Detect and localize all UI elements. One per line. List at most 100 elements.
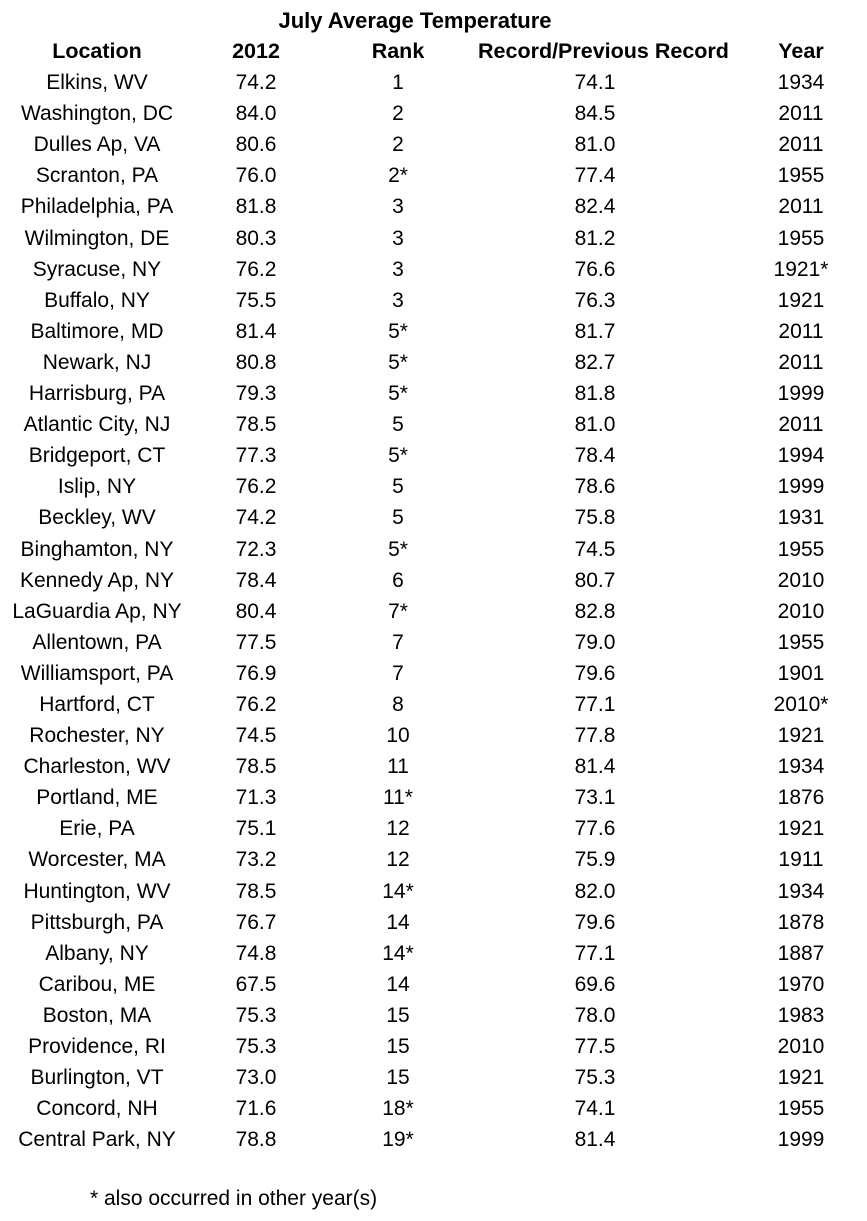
cell-record: 82.0 xyxy=(574,879,616,903)
cell-location: Allentown, PA xyxy=(32,630,162,654)
cell-year: 1887 xyxy=(777,941,825,965)
cell-record: 84.5 xyxy=(574,102,616,126)
table-row: Islip, NY 76.2 5 78.6 1999 xyxy=(0,471,867,502)
cell-location: Buffalo, NY xyxy=(44,288,150,312)
cell-rank: 5* xyxy=(388,444,408,468)
cell-rank: 2 xyxy=(392,102,404,126)
cell-2012: 75.3 xyxy=(235,1003,277,1027)
cell-2012: 75.1 xyxy=(235,817,277,841)
cell-year: 1911 xyxy=(778,848,824,872)
cell-year: 1934 xyxy=(777,71,825,95)
table-row: Washington, DC 84.0 2 84.5 2011 xyxy=(0,98,867,129)
cell-rank: 14* xyxy=(382,941,414,965)
cell-location: Rochester, NY xyxy=(29,724,165,748)
cell-record: 82.8 xyxy=(574,599,616,623)
cell-year: 1921* xyxy=(773,257,829,281)
cell-location: Washington, DC xyxy=(20,102,174,126)
cell-location: Albany, NY xyxy=(45,941,149,965)
cell-year: 2010 xyxy=(777,599,825,623)
cell-location: Harrisburg, PA xyxy=(28,382,166,406)
cell-location: Islip, NY xyxy=(57,475,137,499)
cell-year: 1999 xyxy=(777,475,825,499)
cell-year: 1955 xyxy=(777,537,825,561)
cell-2012: 78.5 xyxy=(235,879,277,903)
cell-location: Hartford, CT xyxy=(39,692,155,716)
cell-rank: 6 xyxy=(392,568,404,592)
table-row: Erie, PA 75.1 12 77.6 1921 xyxy=(0,813,867,844)
cell-record: 81.7 xyxy=(574,319,616,343)
cell-rank: 8 xyxy=(392,692,404,716)
cell-rank: 3 xyxy=(392,257,404,281)
table-row: Hartford, CT 76.2 8 77.1 2010* xyxy=(0,689,867,720)
cell-2012: 80.3 xyxy=(235,226,277,250)
cell-2012: 81.4 xyxy=(235,319,277,343)
cell-record: 82.7 xyxy=(574,350,616,374)
cell-record: 74.1 xyxy=(574,1097,616,1121)
col-header-location: Location xyxy=(52,39,142,63)
cell-rank: 10 xyxy=(386,724,410,748)
cell-location: Baltimore, MD xyxy=(30,319,164,343)
cell-year: 1983 xyxy=(777,1003,825,1027)
cell-rank: 14 xyxy=(386,910,410,934)
cell-record: 81.8 xyxy=(574,382,616,406)
cell-2012: 76.2 xyxy=(235,475,277,499)
cell-location: Charleston, WV xyxy=(23,755,171,779)
footnote: * also occurred in other year(s) xyxy=(90,1187,378,1211)
cell-year: 1955 xyxy=(777,1097,825,1121)
cell-location: Concord, NH xyxy=(36,1097,158,1121)
cell-rank: 5 xyxy=(392,475,404,499)
table-row: Wilmington, DE 80.3 3 81.2 1955 xyxy=(0,223,867,254)
cell-2012: 77.5 xyxy=(235,630,277,654)
cell-record: 76.3 xyxy=(574,288,616,312)
cell-location: Newark, NJ xyxy=(42,350,152,374)
table-row: Providence, RI 75.3 15 77.5 2010 xyxy=(0,1031,867,1062)
table-row: Williamsport, PA 76.9 7 79.6 1901 xyxy=(0,658,867,689)
cell-location: Wilmington, DE xyxy=(24,226,170,250)
cell-record: 77.1 xyxy=(574,692,616,716)
cell-rank: 3 xyxy=(392,288,404,312)
cell-year: 2010 xyxy=(777,1035,825,1058)
cell-2012: 78.8 xyxy=(235,1128,277,1152)
cell-location: Beckley, WV xyxy=(38,506,156,530)
cell-2012: 75.3 xyxy=(235,1035,277,1058)
cell-rank: 7 xyxy=(392,630,404,654)
cell-location: Burlington, VT xyxy=(30,1066,164,1090)
cell-year: 2011 xyxy=(778,133,824,157)
cell-year: 1955 xyxy=(777,164,825,188)
table-row: Dulles Ap, VA 80.6 2 81.0 2011 xyxy=(0,129,867,160)
table-row: Pittsburgh, PA 76.7 14 79.6 1878 xyxy=(0,907,867,938)
header-row: Location 2012 Rank Record/Previous Recor… xyxy=(0,36,867,67)
cell-2012: 81.8 xyxy=(235,195,277,219)
cell-rank: 15 xyxy=(386,1035,410,1058)
cell-location: Providence, RI xyxy=(28,1035,166,1058)
temperature-table: Location 2012 Rank Record/Previous Recor… xyxy=(0,36,867,1155)
table-row: Allentown, PA 77.5 7 79.0 1955 xyxy=(0,627,867,658)
cell-2012: 84.0 xyxy=(235,102,277,126)
cell-year: 2010* xyxy=(773,692,829,716)
cell-2012: 79.3 xyxy=(235,382,277,406)
cell-2012: 75.5 xyxy=(235,288,277,312)
cell-record: 77.5 xyxy=(574,1035,616,1058)
table-row: Newark, NJ 80.8 5* 82.7 2011 xyxy=(0,347,867,378)
cell-rank: 5* xyxy=(388,319,408,343)
table-row: Binghamton, NY 72.3 5* 74.5 1955 xyxy=(0,534,867,565)
cell-rank: 3 xyxy=(392,195,404,219)
cell-rank: 14* xyxy=(382,879,414,903)
cell-rank: 15 xyxy=(386,1066,410,1090)
cell-year: 1934 xyxy=(777,755,825,779)
table-row: Baltimore, MD 81.4 5* 81.7 2011 xyxy=(0,316,867,347)
cell-location: Philadelphia, PA xyxy=(20,195,174,219)
cell-2012: 76.2 xyxy=(235,257,277,281)
cell-location: Erie, PA xyxy=(59,817,135,841)
cell-2012: 74.5 xyxy=(235,724,277,748)
table-row: Buffalo, NY 75.5 3 76.3 1921 xyxy=(0,285,867,316)
cell-year: 1994 xyxy=(777,444,825,468)
table-row: Kennedy Ap, NY 78.4 6 80.7 2010 xyxy=(0,565,867,596)
cell-2012: 72.3 xyxy=(235,537,277,561)
table-row: Elkins, WV 74.2 1 74.1 1934 xyxy=(0,67,867,98)
cell-record: 74.1 xyxy=(574,71,616,95)
cell-2012: 71.3 xyxy=(235,786,277,810)
cell-year: 1901 xyxy=(777,661,825,685)
cell-2012: 80.6 xyxy=(235,133,277,157)
cell-2012: 77.3 xyxy=(235,444,277,468)
